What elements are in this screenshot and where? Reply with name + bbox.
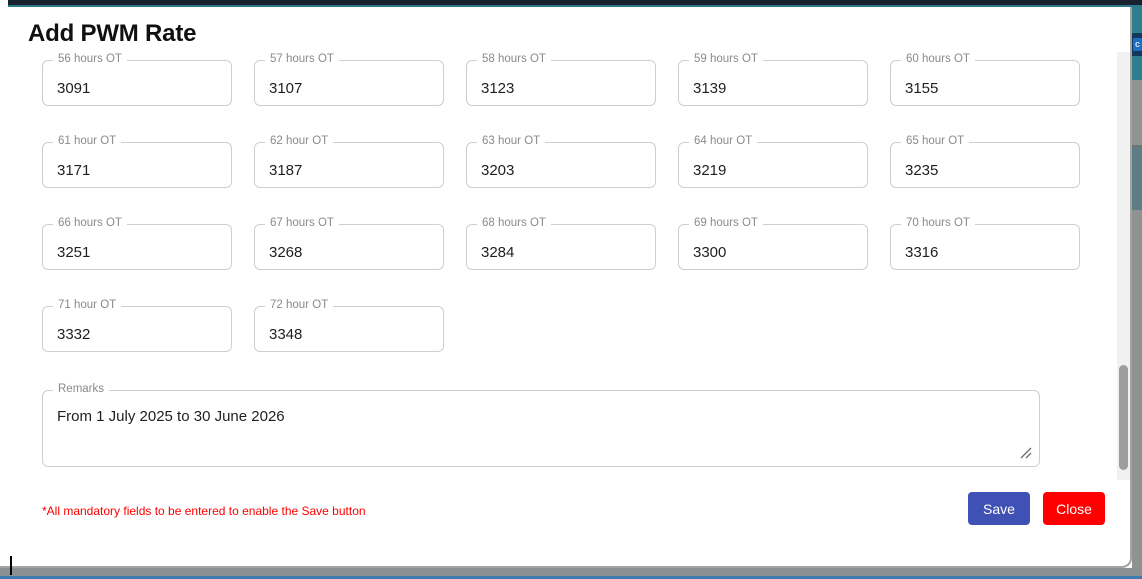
ot-rate-field: 71 hour OT — [42, 299, 232, 352]
background-top-bar — [8, 0, 1142, 7]
dialog-title: Add PWM Rate — [28, 20, 197, 47]
ot-rate-label: 68 hours OT — [477, 217, 551, 229]
add-pwm-rate-dialog: Add PWM Rate 56 hours OT 57 hours OT 58 … — [0, 7, 1132, 575]
ot-rate-input[interactable] — [679, 61, 867, 105]
background-bottom-bar — [0, 568, 1142, 579]
ot-rate-input[interactable] — [467, 143, 655, 187]
ot-rate-label: 58 hours OT — [477, 53, 551, 65]
background-block — [1132, 7, 1142, 33]
scrollbar-track[interactable] — [1117, 52, 1130, 480]
ot-rate-field: 56 hours OT — [42, 53, 232, 106]
background-block — [1132, 80, 1142, 147]
remarks-textarea[interactable] — [43, 391, 1039, 466]
ot-rate-field: 59 hours OT — [678, 53, 868, 106]
ot-rate-field: 58 hours OT — [466, 53, 656, 106]
ot-rate-input[interactable] — [679, 143, 867, 187]
background-block: c — [1132, 33, 1142, 56]
ot-rate-input[interactable] — [255, 307, 443, 351]
ot-rate-input[interactable] — [467, 61, 655, 105]
ot-rate-field: 62 hour OT — [254, 135, 444, 188]
background-block — [1132, 210, 1142, 570]
ot-rate-input[interactable] — [255, 143, 443, 187]
ot-rate-input[interactable] — [43, 225, 231, 269]
ot-rate-field: 66 hours OT — [42, 217, 232, 270]
resize-handle-icon[interactable] — [1019, 446, 1032, 459]
ot-rate-input[interactable] — [43, 143, 231, 187]
ot-rate-input[interactable] — [891, 225, 1079, 269]
background-block — [1132, 56, 1142, 80]
save-button[interactable]: Save — [968, 492, 1030, 525]
ot-rate-label: 72 hour OT — [265, 299, 334, 311]
background-block — [1132, 147, 1142, 210]
ot-rate-input[interactable] — [891, 143, 1079, 187]
ot-rate-input[interactable] — [255, 61, 443, 105]
mandatory-fields-note: *All mandatory fields to be entered to e… — [42, 504, 366, 518]
ot-rate-field: 65 hour OT — [890, 135, 1080, 188]
ot-rate-fields-grid: 56 hours OT 57 hours OT 58 hours OT 59 h… — [42, 53, 1080, 352]
ot-rate-label: 71 hour OT — [53, 299, 122, 311]
ot-rate-field: 68 hours OT — [466, 217, 656, 270]
background-page-edge: c — [1132, 7, 1142, 570]
scrollbar-thumb[interactable] — [1119, 365, 1128, 470]
ot-rate-field: 69 hours OT — [678, 217, 868, 270]
ot-rate-field: 61 hour OT — [42, 135, 232, 188]
ot-rate-label: 67 hours OT — [265, 217, 339, 229]
ot-rate-field: 70 hours OT — [890, 217, 1080, 270]
ot-rate-field: 57 hours OT — [254, 53, 444, 106]
ot-rate-label: 60 hours OT — [901, 53, 975, 65]
ot-rate-field: 63 hour OT — [466, 135, 656, 188]
ot-rate-label: 70 hours OT — [901, 217, 975, 229]
ot-rate-input[interactable] — [891, 61, 1079, 105]
ot-rate-label: 66 hours OT — [53, 217, 127, 229]
ot-rate-label: 57 hours OT — [265, 53, 339, 65]
background-blue-line — [0, 576, 1142, 579]
ot-rate-input[interactable] — [679, 225, 867, 269]
ot-rate-input[interactable] — [467, 225, 655, 269]
ot-rate-label: 64 hour OT — [689, 135, 758, 147]
ot-rate-field: 72 hour OT — [254, 299, 444, 352]
close-button[interactable]: Close — [1043, 492, 1105, 525]
ot-rate-label: 61 hour OT — [53, 135, 122, 147]
ot-rate-input[interactable] — [43, 307, 231, 351]
ot-rate-field: 64 hour OT — [678, 135, 868, 188]
ot-rate-label: 59 hours OT — [689, 53, 763, 65]
ot-rate-label: 56 hours OT — [53, 53, 127, 65]
ot-rate-label: 65 hour OT — [901, 135, 970, 147]
background-gray-bar — [0, 568, 1142, 576]
remarks-label: Remarks — [53, 383, 110, 395]
background-badge: c — [1133, 38, 1142, 51]
ot-rate-label: 62 hour OT — [265, 135, 334, 147]
ot-rate-label: 69 hours OT — [689, 217, 763, 229]
ot-rate-field: 60 hours OT — [890, 53, 1080, 106]
ot-rate-input[interactable] — [255, 225, 443, 269]
text-cursor — [10, 556, 12, 575]
ot-rate-input[interactable] — [43, 61, 231, 105]
remarks-field: Remarks — [42, 383, 1040, 467]
ot-rate-label: 63 hour OT — [477, 135, 546, 147]
ot-rate-field: 67 hours OT — [254, 217, 444, 270]
